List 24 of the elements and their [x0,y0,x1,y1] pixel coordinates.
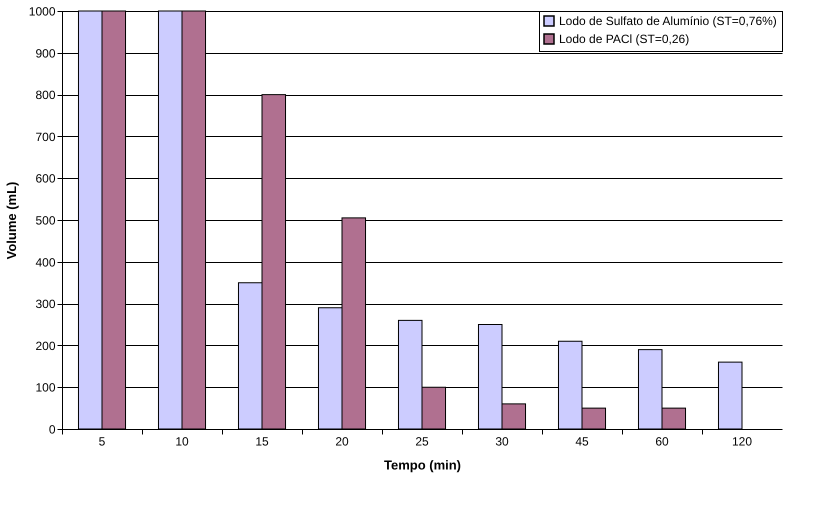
y-tick-label: 300 [35,297,56,312]
y-tick-label: 0 [48,422,56,436]
y-tick-label: 1000 [28,4,56,18]
legend-label: Lodo de PACl (ST=0,26) [559,32,690,46]
y-tick-label: 500 [35,214,56,228]
x-tick-label: 120 [732,434,752,448]
y-tick-label: 200 [35,338,56,353]
y-tick-label: 800 [35,88,56,102]
x-tick-label: 10 [175,434,189,448]
x-tick-label: 30 [495,434,509,448]
x-axis-title: Tempo (min) [384,458,462,472]
y-tick-label: 100 [35,380,56,395]
y-tick-label: 400 [35,255,56,270]
x-tick-label: 5 [98,434,106,448]
y-axis-title: Volume (mL) [4,182,19,260]
x-tick-label: 15 [255,434,269,448]
x-tick-label: 20 [335,434,349,448]
y-tick-label: 900 [35,46,56,60]
legend-label: Lodo de Sulfato de Alumínio (ST=0,76%) [559,14,777,28]
y-tick-label: 600 [35,172,56,186]
x-tick-label: 45 [575,434,589,448]
y-tick-label: 700 [35,130,56,144]
x-tick-label: 60 [655,434,669,448]
x-tick-label: 25 [415,434,429,448]
